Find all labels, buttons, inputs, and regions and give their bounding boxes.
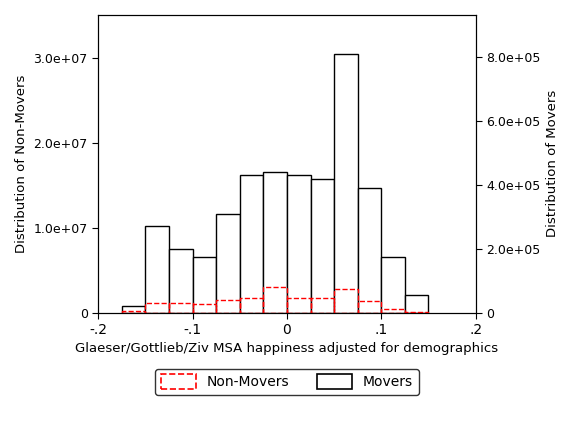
Legend: Non-Movers, Movers: Non-Movers, Movers [156, 369, 418, 395]
Bar [381, 257, 405, 312]
Bar [216, 214, 240, 312]
Bar [311, 298, 334, 312]
Y-axis label: Distribution of Movers: Distribution of Movers [546, 90, 559, 238]
Bar [358, 301, 381, 312]
Bar [287, 175, 311, 312]
Bar [193, 304, 216, 312]
Bar [145, 303, 169, 312]
Bar [263, 172, 287, 312]
Bar [216, 300, 240, 312]
Bar [287, 298, 311, 312]
Bar [334, 289, 358, 312]
Bar [169, 303, 193, 312]
Bar [358, 188, 381, 312]
Bar [145, 226, 169, 312]
Y-axis label: Distribution of Non-Movers: Distribution of Non-Movers [15, 74, 28, 253]
Bar [122, 306, 145, 312]
Bar [122, 311, 145, 312]
Bar [193, 257, 216, 312]
Bar [169, 249, 193, 312]
Bar [381, 309, 405, 312]
Bar [334, 54, 358, 312]
Bar [311, 178, 334, 312]
X-axis label: Glaeser/Gottlieb/Ziv MSA happiness adjusted for demographics: Glaeser/Gottlieb/Ziv MSA happiness adjus… [75, 342, 498, 356]
Bar [240, 175, 263, 312]
Bar [240, 297, 263, 312]
Bar [405, 295, 428, 312]
Bar [263, 288, 287, 312]
